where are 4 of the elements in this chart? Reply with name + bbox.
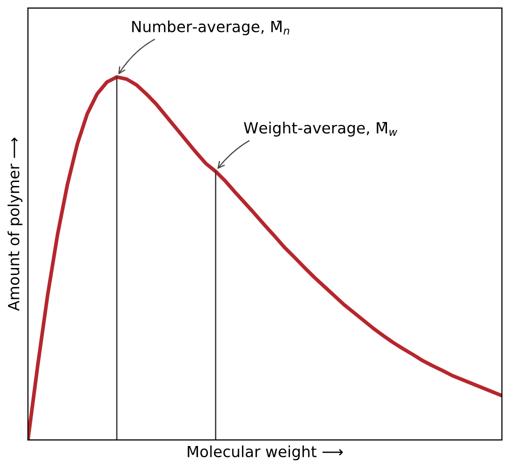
x-axis-title: Molecular weight ⟶ bbox=[188, 445, 343, 460]
text: Number-average, M̄$_{n}$ bbox=[132, 20, 290, 36]
y-axis-title: Amount of polymer ⟶ bbox=[8, 138, 22, 311]
annotation: Weight-average, M̄$_{w}$ bbox=[244, 122, 398, 137]
